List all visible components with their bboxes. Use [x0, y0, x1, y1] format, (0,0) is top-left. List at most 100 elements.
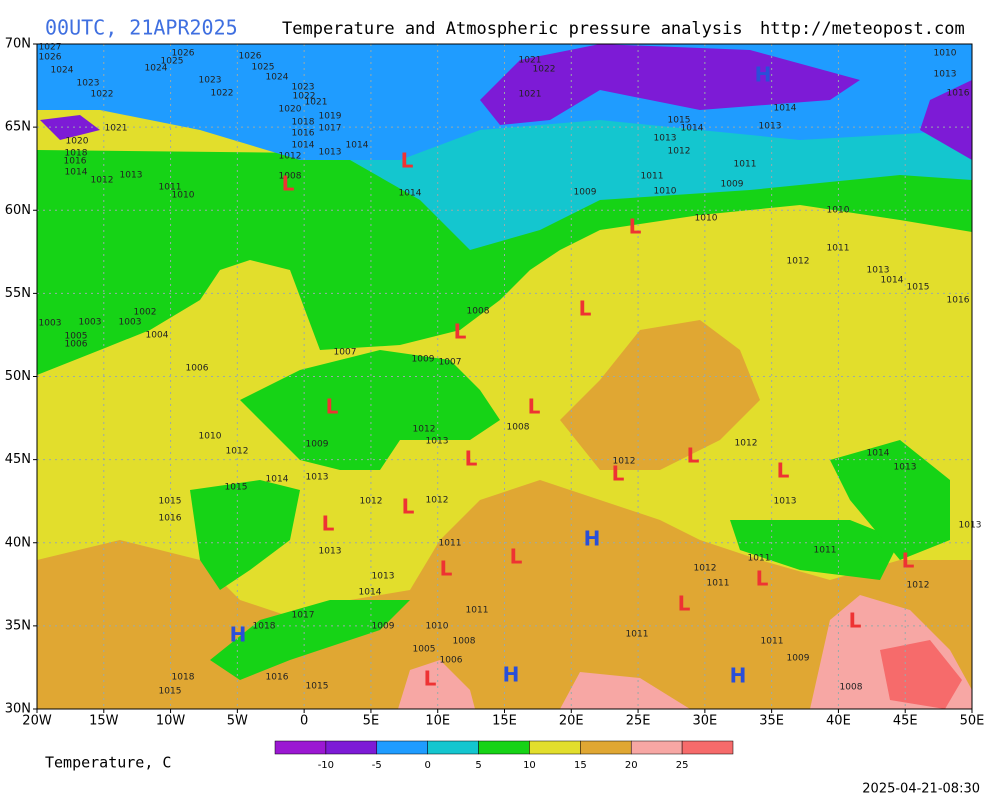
isobar-label: 1013 — [654, 134, 677, 144]
isobar-label: 1016 — [266, 673, 289, 683]
isobar-label: 1015 — [159, 497, 182, 507]
isobar-label: 1009 — [372, 622, 395, 632]
isobar-label: 1012 — [694, 564, 717, 574]
temp-zone — [350, 110, 972, 250]
isobar-label: 1008 — [279, 172, 302, 182]
isobar-label: 1012 — [735, 439, 758, 449]
isobar-label: 1011 — [814, 546, 837, 556]
isobar-label: 1013 — [959, 521, 982, 531]
temp-zone — [398, 660, 475, 709]
isobar-label: 1012 — [360, 497, 383, 507]
lon-label: 30E — [692, 714, 717, 729]
isobar-label: 1011 — [761, 637, 784, 647]
lon-label: 15E — [492, 714, 517, 729]
temp-zone — [37, 150, 972, 375]
isobar-label: 1014 — [681, 124, 704, 134]
colorbar-swatch — [325, 740, 378, 755]
lat-label: 50N — [5, 369, 31, 384]
lat-label: 35N — [5, 618, 31, 633]
isobar-label: 1011 — [734, 160, 757, 170]
colorbar-swatch — [529, 740, 581, 755]
isobar-label: 1022 — [211, 89, 234, 99]
isobar-label: 1008 — [453, 637, 476, 647]
isobar-label: 1011 — [641, 172, 664, 182]
lon-label: 20E — [559, 714, 584, 729]
isobar-label: 1006 — [65, 340, 88, 350]
isobar-label: 1022 — [533, 65, 556, 75]
isobar-label: 1015 — [668, 116, 691, 126]
lon-label: 0 — [300, 714, 308, 729]
colorbar-label: 15 — [574, 760, 587, 771]
isobar-label: 1021 — [305, 98, 328, 108]
isobar-label: 1011 — [748, 554, 771, 564]
isobar-label: 1014 — [399, 189, 422, 199]
lon-label: 35E — [759, 714, 784, 729]
isobar-label: 1025 — [161, 57, 184, 67]
colorbar-swatch — [681, 740, 734, 755]
isobar-label: 1009 — [721, 180, 744, 190]
map — [36, 43, 973, 710]
pressure-center: L — [454, 320, 467, 344]
isobar-label: 1026 — [172, 49, 195, 59]
isobar-label: 1014 — [266, 475, 289, 485]
isobar-label: 1002 — [134, 308, 157, 318]
pressure-center: L — [756, 567, 769, 591]
isobar-label: 1005 — [413, 645, 436, 655]
isobar-label: 1024 — [266, 73, 289, 83]
isobar-label: 1024 — [51, 66, 74, 76]
colorbar-label: 5 — [475, 760, 481, 771]
pressure-center: L — [326, 395, 339, 419]
colorbar-label: -5 — [372, 760, 382, 771]
temp-zone — [830, 440, 950, 560]
isobar-label: 1022 — [293, 92, 316, 102]
isobar-label: 1014 — [292, 141, 315, 151]
isobar-label: 1017 — [292, 611, 315, 621]
temp-zone — [40, 115, 100, 140]
pressure-center: L — [777, 459, 790, 483]
isobar-label: 1013 — [426, 437, 449, 447]
colorbar-swatch — [274, 740, 327, 755]
isobar-label: 1010 — [172, 191, 195, 201]
colorbar-swatch — [630, 740, 683, 755]
isobar-label: 1021 — [105, 124, 128, 134]
colorbar-label: 10 — [523, 760, 536, 771]
lon-label: 20W — [22, 714, 52, 729]
run-time: 00UTC, 21APR2025 — [45, 16, 238, 40]
lon-label: 10W — [156, 714, 186, 729]
colorbar-swatch — [478, 740, 530, 755]
isobar-label: 1011 — [159, 183, 182, 193]
isobar-label: 1003 — [39, 319, 62, 329]
isobar-label: 1013 — [319, 547, 342, 557]
isobar-label: 1018 — [65, 149, 88, 159]
isobar-label: 1010 — [426, 622, 449, 632]
header-url: http://meteopost.com — [760, 19, 965, 39]
isobar-label: 1013 — [120, 171, 143, 181]
lon-label: 15W — [89, 714, 119, 729]
isobar-label: 1016 — [64, 157, 87, 167]
isobar-label: 1010 — [827, 206, 850, 216]
isobar-label: 1009 — [787, 654, 810, 664]
pressure-center: L — [401, 149, 414, 173]
isobar-label: 1025 — [252, 63, 275, 73]
temp-zone — [240, 350, 500, 470]
colorbar-swatch — [376, 740, 428, 755]
isobar-label: 1010 — [934, 49, 957, 59]
pressure-center: L — [282, 172, 295, 196]
pressure-center: L — [424, 667, 437, 691]
timestamp: 2025-04-21-08:30 — [862, 782, 980, 797]
isobar-label: 1012 — [613, 457, 636, 467]
header-title: Temperature and Atmospheric pressure ana… — [282, 19, 743, 39]
lat-label: 70N — [5, 37, 31, 52]
pressure-center: L — [528, 395, 541, 419]
isobar-label: 1020 — [66, 137, 89, 147]
legend-title: Temperature, C — [45, 754, 171, 772]
isobar-label: 1023 — [77, 79, 100, 89]
isobar-label: 1023 — [199, 76, 222, 86]
isobar-label: 1008 — [507, 423, 530, 433]
isobar-label: 1013 — [319, 148, 342, 158]
isobar-label: 1011 — [439, 539, 462, 549]
temp-zone — [730, 520, 900, 580]
temp-zone — [920, 80, 972, 160]
colorbar-swatch — [427, 740, 479, 755]
